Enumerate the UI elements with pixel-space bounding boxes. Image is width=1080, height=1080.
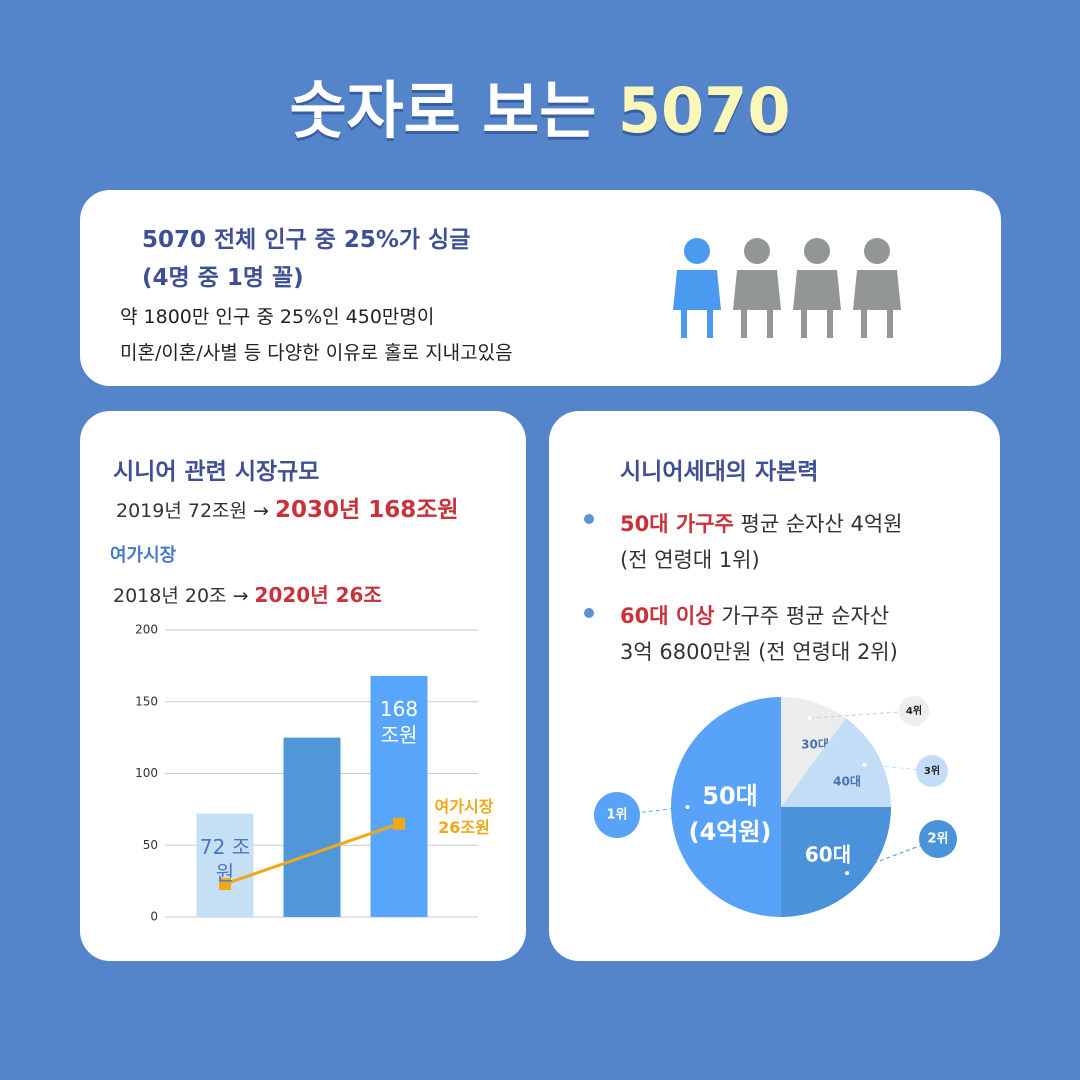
leader-dot <box>862 762 867 767</box>
pie-slice <box>781 718 891 807</box>
rank-label: 3위 <box>924 764 940 777</box>
annotation: 여가시장 26조원 <box>434 797 494 837</box>
pie-slice <box>781 807 891 917</box>
card-single <box>80 190 1001 386</box>
y-tick-label: 50 <box>143 838 158 852</box>
y-tick-label: 150 <box>135 694 158 708</box>
leader-line <box>809 710 915 719</box>
pie-slice <box>671 697 781 917</box>
bar-value-label: 72 조원 <box>199 834 251 885</box>
text: 평균 순자산 4억원 <box>740 512 903 536</box>
bar-value-label: 168 조원 <box>379 696 419 747</box>
pie-slice <box>781 697 846 807</box>
card1-body: 약 1800만 인구 중 25%인 450만명이 <box>120 306 435 328</box>
bullet <box>584 514 594 524</box>
rank-badge <box>899 696 929 726</box>
y-tick-label: 0 <box>150 910 158 924</box>
person <box>733 238 781 338</box>
to: 2030년 168조원 <box>275 497 459 523</box>
card2-line: 2018년 20조 → 2020년 26조 <box>113 579 382 608</box>
rank-label: 1위 <box>606 808 627 823</box>
highlight: 60대 이상 <box>620 604 715 628</box>
bullet <box>584 608 594 618</box>
card1-body: 미혼/이혼/사별 등 다양한 이유로 홀로 지내고있음 <box>120 342 513 364</box>
card2-subtitle: 여가시장 <box>110 545 177 566</box>
bar <box>283 737 341 917</box>
person <box>673 238 721 338</box>
slice-label: 60대 <box>805 843 851 867</box>
line-marker <box>393 817 405 830</box>
bullet2: 60대 이상 가구주 평균 순자산 3억 6800만원 (전 연령대 2위) <box>620 598 898 670</box>
card2-title: 시니어 관련 시장규모 <box>113 459 320 485</box>
from: 2019년 72조원 → <box>116 500 269 522</box>
title-text: 숫자로 보는 <box>289 74 597 147</box>
title: 숫자로 보는 5070 <box>0 60 1080 150</box>
rank-label: 4위 <box>906 704 922 717</box>
rank-badge <box>919 820 957 858</box>
from: 2018년 20조 → <box>113 585 249 607</box>
leader-dot <box>685 805 690 809</box>
card3-title: 시니어세대의 자본력 <box>620 459 819 485</box>
person <box>793 238 841 338</box>
slice-label: 50대 <box>702 782 757 810</box>
rank-badge <box>594 792 640 838</box>
line <box>224 822 400 886</box>
slice-note: (4억원) <box>689 818 772 846</box>
bar <box>370 675 428 917</box>
bullet1: 50대 가구주 평균 순자산 4억원 (전 연령대 1위) <box>620 506 902 578</box>
rank-label: 2위 <box>927 832 948 847</box>
leader-dot <box>845 871 850 876</box>
line-marker <box>219 877 231 890</box>
to: 2020년 26조 <box>254 583 382 607</box>
rank-badge <box>916 755 948 787</box>
person <box>853 238 901 338</box>
leader-dot <box>807 716 812 721</box>
bar <box>196 813 254 917</box>
slice-label: 40대 <box>833 775 861 789</box>
y-tick-label: 200 <box>135 623 158 637</box>
y-tick-label: 100 <box>135 766 158 780</box>
card1-title: 5070 전체 인구 중 25%가 싱글 <box>142 227 471 253</box>
text: 3억 6800만원 (전 연령대 2위) <box>620 640 898 664</box>
card1-title: (4명 중 1명 꼴) <box>142 265 304 291</box>
slice-label: 30대 <box>801 738 829 752</box>
card2-line: 2019년 72조원 → 2030년 168조원 <box>116 490 459 524</box>
text: (전 연령대 1위) <box>620 548 760 572</box>
text: 가구주 평균 순자산 <box>721 604 890 628</box>
title-highlight: 5070 <box>617 74 791 147</box>
highlight: 50대 가구주 <box>620 512 734 536</box>
people-icons <box>673 238 901 338</box>
